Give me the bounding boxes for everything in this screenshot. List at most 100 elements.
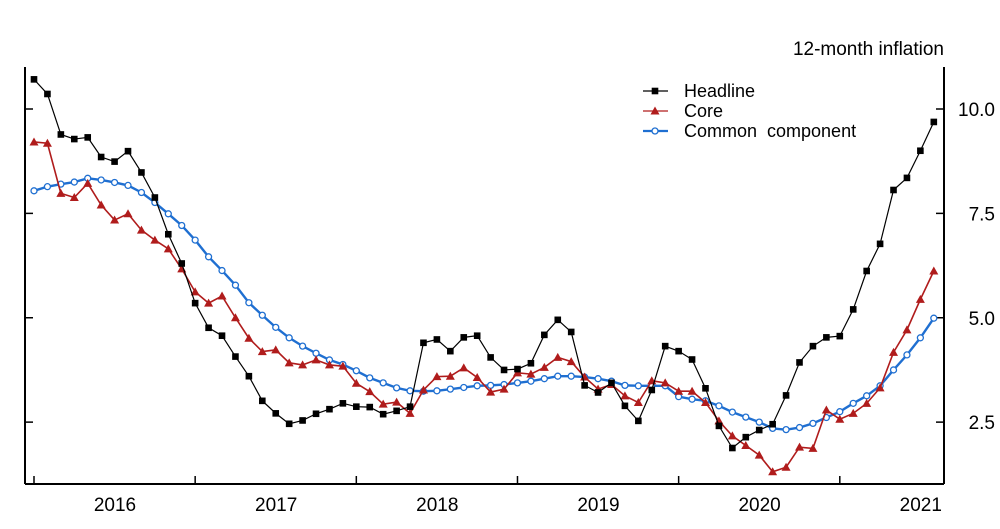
- data-point: [621, 381, 629, 390]
- x-tick-label: 2018: [416, 495, 458, 516]
- data-point: [231, 281, 240, 289]
- data-point: [715, 402, 723, 410]
- data-point: [661, 342, 669, 350]
- data-point: [917, 147, 924, 155]
- data-point: [862, 398, 872, 407]
- data-point: [567, 372, 575, 380]
- data-point: [796, 359, 803, 366]
- data-point: [406, 387, 414, 395]
- data-point: [123, 209, 133, 218]
- legend-label: Core: [684, 101, 723, 121]
- data-point: [809, 419, 817, 428]
- data-point: [930, 118, 938, 126]
- data-point: [782, 425, 790, 434]
- data-point: [298, 342, 307, 350]
- data-point: [768, 467, 778, 476]
- legend-item: Common component: [643, 121, 856, 141]
- data-point: [42, 138, 52, 147]
- data-point: [392, 397, 402, 406]
- data-point: [163, 244, 173, 253]
- data-point: [526, 369, 536, 378]
- data-point: [218, 266, 226, 275]
- data-point: [741, 441, 751, 450]
- data-point: [755, 418, 763, 426]
- data-point: [298, 360, 308, 369]
- data-point: [473, 382, 481, 390]
- data-point: [634, 382, 642, 390]
- axes: 2.5 5.0 7.5 10.0 2016 2017 2018 2019 2020 2021: [24, 67, 995, 516]
- data-point: [514, 365, 521, 373]
- data-point: [70, 178, 78, 186]
- data-point: [339, 400, 347, 407]
- data-point: [365, 387, 375, 396]
- y-tick-label: 5.0: [969, 309, 995, 330]
- data-point: [111, 158, 118, 165]
- data-point: [688, 395, 696, 403]
- legend-marker: [651, 87, 659, 95]
- data-point: [138, 169, 145, 176]
- data-point: [460, 334, 468, 341]
- series-line: [33, 78, 935, 449]
- data-point: [554, 372, 562, 380]
- data-point: [754, 450, 764, 459]
- data-point: [836, 332, 844, 340]
- data-point: [876, 240, 884, 248]
- data-point: [513, 379, 522, 387]
- data-point: [83, 178, 93, 187]
- data-point: [272, 323, 280, 332]
- series-circle: [30, 174, 938, 434]
- data-point: [620, 391, 630, 400]
- data-point: [567, 328, 575, 336]
- data-point: [487, 354, 494, 361]
- data-point: [393, 407, 400, 415]
- data-point: [473, 332, 481, 340]
- data-point: [110, 178, 119, 187]
- data-point: [889, 347, 899, 356]
- data-point: [594, 375, 602, 383]
- series-square: [30, 76, 938, 452]
- data-point: [69, 193, 79, 202]
- legend-label: Headline: [684, 81, 755, 101]
- data-point: [809, 342, 817, 350]
- data-point: [701, 398, 710, 407]
- data-point: [890, 186, 897, 194]
- data-point: [124, 181, 132, 190]
- data-point: [581, 382, 588, 389]
- y-tick-label: 7.5: [969, 204, 995, 225]
- data-point: [405, 408, 415, 417]
- y-tick-label: 2.5: [969, 413, 995, 434]
- data-point: [714, 416, 724, 425]
- data-point: [821, 405, 831, 414]
- data-point: [742, 433, 750, 441]
- data-point: [284, 358, 294, 367]
- data-point: [702, 385, 709, 392]
- data-point: [351, 378, 361, 387]
- series-layer: [29, 76, 939, 476]
- data-point: [44, 90, 51, 98]
- data-point: [823, 334, 830, 341]
- data-point: [379, 410, 387, 418]
- data-point: [688, 356, 696, 363]
- data-point: [30, 187, 38, 195]
- data-point: [164, 210, 172, 218]
- data-point: [257, 347, 267, 356]
- data-point: [915, 294, 925, 303]
- data-point: [311, 355, 321, 364]
- legend-marker: [650, 106, 660, 115]
- data-point: [781, 462, 791, 471]
- data-point: [539, 362, 549, 371]
- data-point: [540, 375, 548, 383]
- data-point: [849, 399, 857, 407]
- data-point: [648, 386, 656, 394]
- data-point: [205, 324, 212, 332]
- data-point: [29, 137, 39, 146]
- data-point: [863, 392, 871, 400]
- data-point: [258, 311, 266, 319]
- data-point: [299, 417, 306, 424]
- data-point: [150, 235, 160, 244]
- data-point: [808, 443, 818, 452]
- data-point: [674, 386, 684, 395]
- data-point: [124, 147, 132, 155]
- data-point: [445, 371, 455, 380]
